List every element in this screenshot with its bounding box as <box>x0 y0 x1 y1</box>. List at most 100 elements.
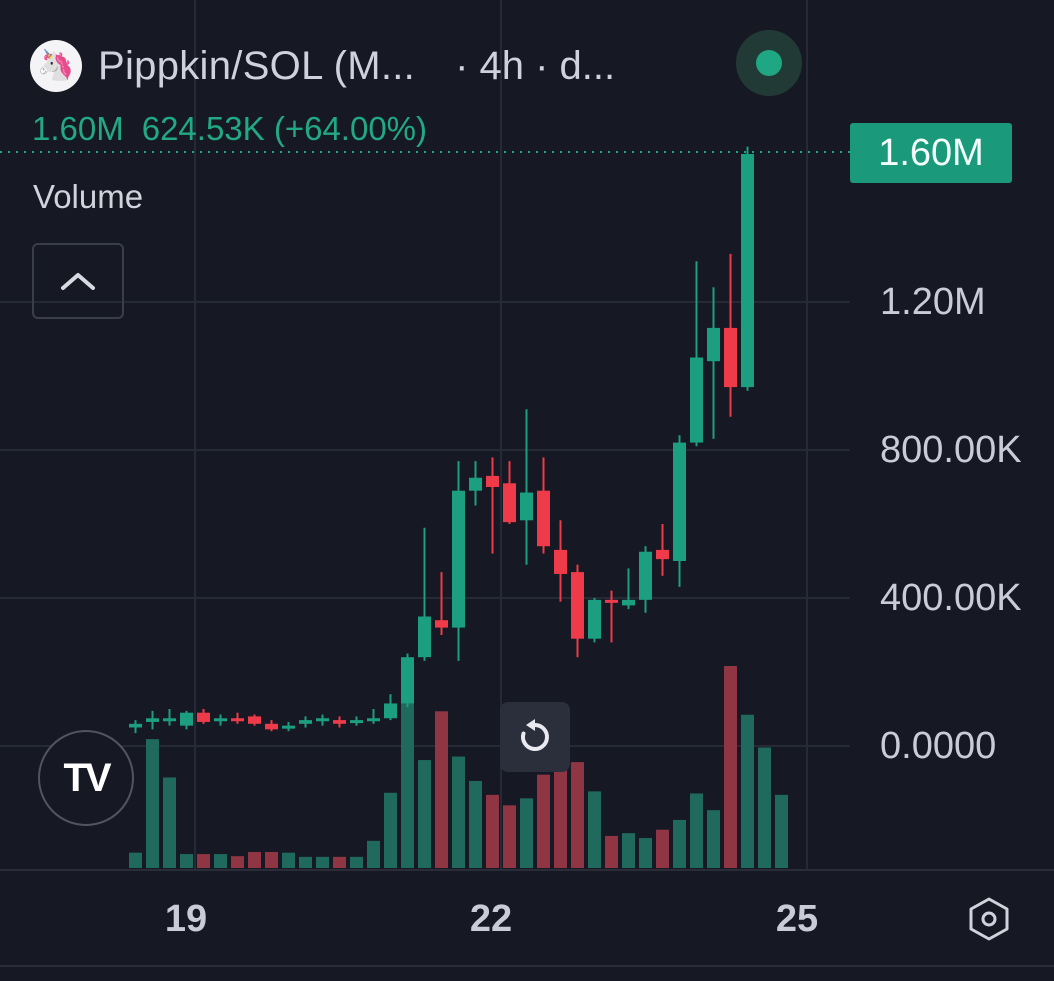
volume-bar <box>520 798 533 868</box>
x-tick-label: 22 <box>469 898 513 940</box>
volume-bar <box>299 856 312 868</box>
candle-body <box>690 357 703 443</box>
candle-body <box>656 549 669 560</box>
candlestick <box>741 146 754 391</box>
volume-bar <box>707 810 720 868</box>
volume-bar <box>622 833 635 868</box>
candlestick <box>537 457 550 554</box>
y-tick-label: 0.0000 <box>880 725 997 767</box>
candlestick <box>316 714 329 726</box>
candlestick <box>520 409 533 565</box>
settings-hex-icon[interactable] <box>966 896 1012 942</box>
y-tick-label: 1.20M <box>880 281 986 323</box>
volume-bar <box>333 856 346 868</box>
reset-icon <box>521 719 549 751</box>
candlestick <box>503 461 516 524</box>
candlestick <box>690 261 703 447</box>
volume-bar <box>367 840 380 868</box>
volume-bar <box>469 780 482 868</box>
chart-header: 🦄 Pippkin/SOL (M... · 4h · d... <box>30 38 615 94</box>
candlestick <box>571 564 584 658</box>
last-price-badge: 1.60M <box>850 123 1012 183</box>
candlestick <box>452 461 465 661</box>
candle-body <box>554 549 567 574</box>
volume-bar <box>129 852 142 868</box>
volume-bar <box>639 838 652 868</box>
candle-body <box>418 616 431 658</box>
candlestick <box>367 709 380 724</box>
volume-bar <box>724 666 737 868</box>
candlestick <box>622 568 635 610</box>
volume-bar <box>197 854 210 868</box>
candlestick <box>469 461 482 506</box>
volume-bar <box>350 856 363 868</box>
volume-bar <box>503 805 516 868</box>
volume-bar <box>673 819 686 868</box>
candlestick <box>180 710 193 730</box>
candle-body <box>486 475 499 487</box>
collapse-legend-button[interactable] <box>32 243 124 319</box>
candle-body <box>197 712 210 722</box>
volume-bar <box>435 711 448 868</box>
interval-label[interactable]: · 4h · d... <box>455 43 616 88</box>
volume-bar <box>265 851 278 868</box>
tradingview-logo-icon[interactable]: TV <box>38 730 134 826</box>
candle-body <box>248 716 261 724</box>
volume-bar <box>282 852 295 868</box>
volume-bar <box>180 854 193 868</box>
candlestick <box>656 524 669 576</box>
candlestick <box>231 712 244 724</box>
market-status-indicator <box>736 30 802 96</box>
candle-body <box>163 718 176 722</box>
candlestick <box>486 457 499 554</box>
reset-chart-button[interactable] <box>500 702 570 772</box>
candle-body <box>469 477 482 491</box>
candle-body <box>282 725 295 729</box>
candle-body <box>435 620 448 628</box>
candle-body <box>605 599 618 603</box>
candlestick <box>214 714 227 726</box>
y-tick-label: 400.00K <box>880 577 1022 619</box>
status-dot-icon <box>756 50 782 76</box>
symbol-title[interactable]: Pippkin/SOL (M... <box>98 43 416 88</box>
ohlc-close: 1.60M <box>32 110 124 147</box>
volume-bar <box>588 791 601 868</box>
candle-body <box>316 718 329 722</box>
candle-body <box>214 718 227 722</box>
candle-body <box>180 712 193 726</box>
y-tick-label: 800.00K <box>880 429 1022 471</box>
candlestick <box>299 716 312 728</box>
candle-body <box>639 551 652 600</box>
candlestick <box>248 714 261 726</box>
candle-body <box>350 720 363 724</box>
candle-body <box>622 599 635 606</box>
candle-body <box>333 720 346 724</box>
volume-bar <box>401 666 414 868</box>
volume-bar <box>214 854 227 868</box>
candle-body <box>707 327 720 362</box>
x-tick-label: 19 <box>164 898 208 940</box>
volume-bar <box>554 743 567 868</box>
candlestick <box>418 527 431 661</box>
candle-body <box>673 442 686 561</box>
candle-body <box>231 718 244 722</box>
candle-body <box>401 657 414 704</box>
volume-bar <box>384 792 397 868</box>
volume-bar <box>418 760 431 868</box>
candlestick <box>435 572 448 635</box>
candlestick <box>673 435 686 587</box>
volume-indicator-label[interactable]: Volume <box>33 178 144 215</box>
candlestick <box>639 546 652 613</box>
volume-bar <box>741 714 754 868</box>
volume-bar <box>571 762 584 868</box>
volume-bar <box>146 739 159 868</box>
candlestick <box>197 709 210 724</box>
candle-body <box>520 492 533 521</box>
ohlc-change: 624.53K (+64.00%) <box>141 110 428 147</box>
candlestick <box>554 520 567 602</box>
candlestick <box>588 598 601 643</box>
candlestick <box>724 253 737 417</box>
volume-bar <box>316 856 329 868</box>
